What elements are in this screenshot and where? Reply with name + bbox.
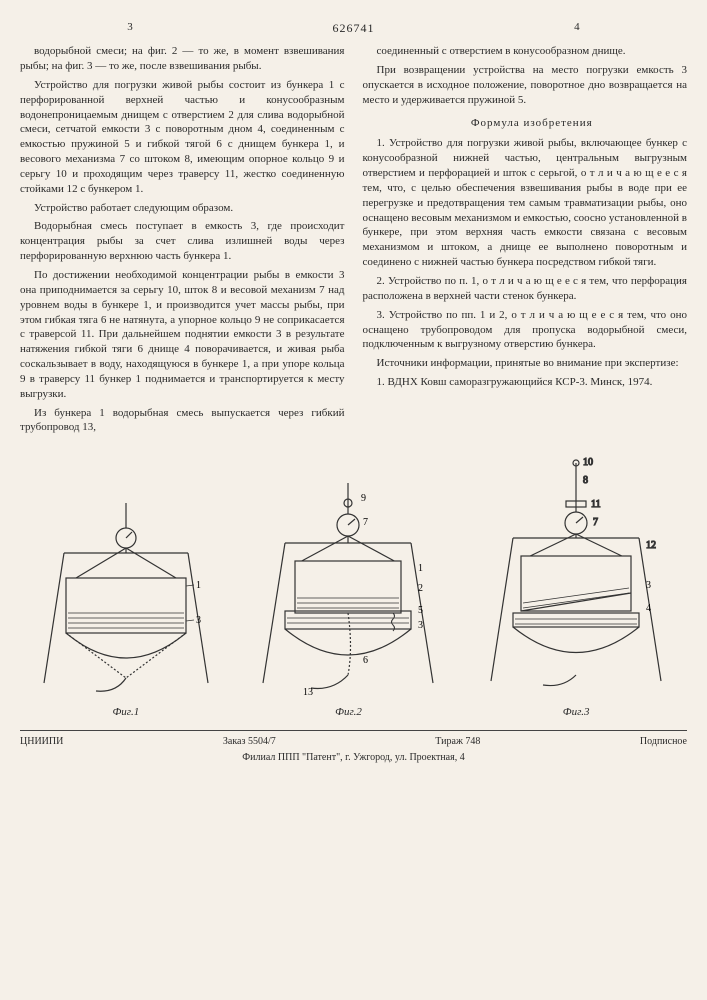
footer-order: Заказ 5504/7 <box>223 735 276 749</box>
svg-text:11: 11 <box>591 499 601 510</box>
svg-text:12: 12 <box>646 540 656 551</box>
para: Из бункера 1 водорыбная смесь выпускаетс… <box>20 406 345 436</box>
text-columns: водорыбной смеси; на фиг. 2 — то же, в м… <box>20 44 687 439</box>
label-9: 9 <box>361 493 366 504</box>
fig2-caption: Фиг.2 <box>243 705 453 720</box>
footer-address: Филиал ППП "Патент", г. Ужгород, ул. Про… <box>20 751 687 765</box>
para: соединенный с отверстием в конусообразно… <box>363 44 688 59</box>
para: Водорыбная смесь поступает в емкость 3, … <box>20 219 345 264</box>
page-right: 4 <box>467 20 687 36</box>
fig3-svg: 10 8 11 7 12 <box>471 453 681 703</box>
svg-text:8: 8 <box>583 475 588 486</box>
fig1-svg: 1 3 <box>26 483 226 703</box>
label-3: 3 <box>196 615 201 626</box>
label-3: 3 <box>646 580 651 591</box>
para: Устройство для погрузки живой рыбы состо… <box>20 78 345 197</box>
document-number: 626741 <box>243 20 463 36</box>
claim: 1. Устройство для погрузки живой рыбы, в… <box>363 136 688 270</box>
footer-circulation: Тираж 748 <box>435 735 480 749</box>
label-1: 1 <box>418 563 423 574</box>
svg-text:10: 10 <box>583 457 593 468</box>
para: По достижении необходимой концентрации р… <box>20 268 345 402</box>
source: 1. ВДНХ Ковш саморазгружающийся КСР-3. М… <box>363 375 688 390</box>
page-left: 3 <box>20 20 240 36</box>
label-3: 3 <box>418 620 423 631</box>
label-6: 6 <box>363 655 368 666</box>
label-4: 4 <box>646 603 651 614</box>
label-5: 5 <box>418 605 423 616</box>
fig3-caption: Фиг.3 <box>471 705 681 720</box>
footer-org: ЦНИИПИ <box>20 735 63 749</box>
left-column: водорыбной смеси; на фиг. 2 — то же, в м… <box>20 44 345 439</box>
footer-signed: Подписное <box>640 735 687 749</box>
para: водорыбной смеси; на фиг. 2 — то же, в м… <box>20 44 345 74</box>
figure-1: 1 3 Фиг.1 <box>26 483 226 720</box>
formula-title: Формула изобретения <box>363 116 688 131</box>
label-1: 1 <box>196 580 201 591</box>
figures-row: 1 3 Фиг.1 <box>20 453 687 720</box>
para: При возвращении устройства на место погр… <box>363 63 688 108</box>
fig2-svg: 9 7 1 2 5 3 6 13 <box>243 463 453 703</box>
figure-2: 9 7 1 2 5 3 6 13 Фиг.2 <box>243 463 453 720</box>
fig1-caption: Фиг.1 <box>26 705 226 720</box>
label-2: 2 <box>418 583 423 594</box>
claim: 2. Устройство по п. 1, о т л и ч а ю щ е… <box>363 274 688 304</box>
footer-row: ЦНИИПИ Заказ 5504/7 Тираж 748 Подписное <box>20 730 687 749</box>
sources-title: Источники информации, принятые во вниман… <box>363 356 688 371</box>
right-column: соединенный с отверстием в конусообразно… <box>363 44 688 439</box>
label-13: 13 <box>303 687 313 698</box>
svg-text:7: 7 <box>593 517 598 528</box>
label-7: 7 <box>363 517 368 528</box>
para: Устройство работает следующим образом. <box>20 201 345 216</box>
figure-3: 10 8 11 7 12 <box>471 453 681 720</box>
claim: 3. Устройство по пп. 1 и 2, о т л и ч а … <box>363 308 688 353</box>
